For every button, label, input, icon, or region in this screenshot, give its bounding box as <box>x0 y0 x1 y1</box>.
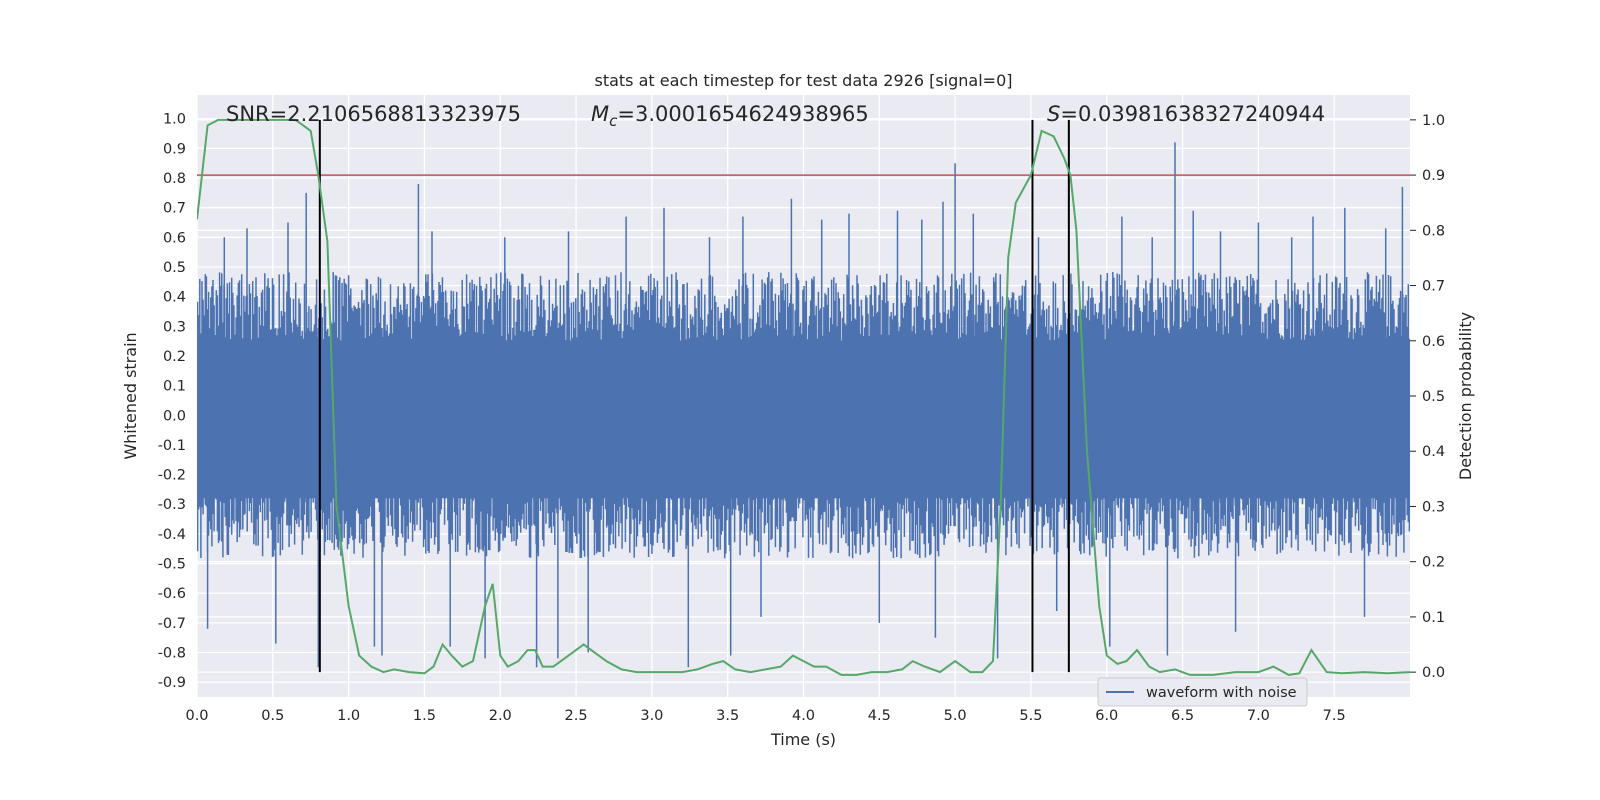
y-tick-label: -0.1 <box>158 438 186 454</box>
y-tick-label: -0.5 <box>158 557 186 573</box>
y2-tick-label: 0.5 <box>1422 389 1445 405</box>
probability-series <box>197 118 1410 676</box>
x-tick-label: 3.0 <box>640 708 663 724</box>
snr-annotation: SNR=2.2106568813323975 <box>226 102 521 126</box>
detection-probability-line <box>197 118 1410 676</box>
chart-title: stats at each timestep for test data 292… <box>594 71 1012 90</box>
x-tick-label: 0.0 <box>185 708 208 724</box>
x-tick-label: 0.5 <box>261 708 284 724</box>
y-tick-label: 0.1 <box>163 379 186 395</box>
x-tick-label: 6.0 <box>1095 708 1118 724</box>
x-tick-label: 7.5 <box>1323 708 1346 724</box>
y2-tick-label: 0.2 <box>1422 555 1445 571</box>
y2-tick-label: 0.6 <box>1422 334 1445 350</box>
y-tick-label: 0.9 <box>163 141 186 157</box>
y-axis-label: Whitened strain <box>121 332 140 459</box>
y-tick-label: 0.3 <box>163 319 186 335</box>
s-value: =0.03981638327240944 <box>1060 102 1325 126</box>
y-tick-label: -0.8 <box>158 646 186 662</box>
overlay-lines <box>197 119 1410 673</box>
legend-label-waveform: waveform with noise <box>1146 685 1297 701</box>
y-tick-label: -0.2 <box>158 468 186 484</box>
x-tick-label: 3.5 <box>716 708 739 724</box>
x-tick-label: 5.0 <box>944 708 967 724</box>
y2-axis-label: Detection probability <box>1456 312 1475 480</box>
legend-box <box>1097 677 1308 707</box>
x-tick-label: 4.5 <box>868 708 891 724</box>
x-tick-label: 5.5 <box>1019 708 1042 724</box>
y2-tick-label: 0.9 <box>1422 168 1445 184</box>
y-tick-label: -0.9 <box>158 675 186 691</box>
s-symbol: S <box>1047 102 1060 126</box>
s-annotation: S=0.03981638327240944 <box>1047 102 1325 126</box>
x-tick-label: 6.5 <box>1171 708 1194 724</box>
y-tick-label: 0.7 <box>163 201 186 217</box>
y-tick-label: 0.6 <box>163 230 186 246</box>
y-tick-label: 0.2 <box>163 349 186 365</box>
y-tick-label: 1.0 <box>163 112 186 128</box>
waveform-series <box>197 142 1410 668</box>
mc-symbol: M <box>591 102 609 126</box>
x-tick-label: 2.5 <box>565 708 588 724</box>
legend: waveform with noise <box>1097 677 1308 707</box>
y2-tick-label: 0.8 <box>1422 223 1445 239</box>
y2-tick-label: 1.0 <box>1422 113 1445 129</box>
x-tick-label: 7.0 <box>1247 708 1270 724</box>
waveform-core <box>197 344 1410 499</box>
axis-ticks: 0.0 0.5 1.0 1.5 2.0 2.5 3.0 3.5 4.0 4.5 5.0 5.5 6.0 6… <box>158 112 1445 724</box>
y2-tick-label: 0.4 <box>1422 444 1445 460</box>
y-tick-label: -0.3 <box>158 497 186 513</box>
y2-tick-label: 0.3 <box>1422 499 1445 515</box>
y2-tick-label: 0.0 <box>1422 665 1445 681</box>
chirp-mass-annotation: Mc=3.0001654624938965 <box>591 102 869 130</box>
x-tick-label: 2.0 <box>489 708 512 724</box>
y2-tick-label: 0.1 <box>1422 610 1445 626</box>
y-tick-label: -0.7 <box>158 616 186 632</box>
y-tick-label: 0.5 <box>163 260 186 276</box>
x-tick-label: 1.0 <box>337 708 360 724</box>
y-tick-label: 0.4 <box>163 290 186 306</box>
y2-tick-label: 0.7 <box>1422 279 1445 295</box>
y-tick-label: -0.4 <box>158 527 186 543</box>
x-tick-label: 1.5 <box>413 708 436 724</box>
x-tick-label: 4.0 <box>792 708 815 724</box>
mc-value: =3.0001654624938965 <box>617 102 868 126</box>
x-axis-label: Time (s) <box>770 730 836 749</box>
y-tick-label: -0.6 <box>158 586 186 602</box>
y-tick-label: 0.0 <box>163 408 186 424</box>
y-tick-label: 0.8 <box>163 171 186 187</box>
mc-subscript: c <box>609 112 618 130</box>
